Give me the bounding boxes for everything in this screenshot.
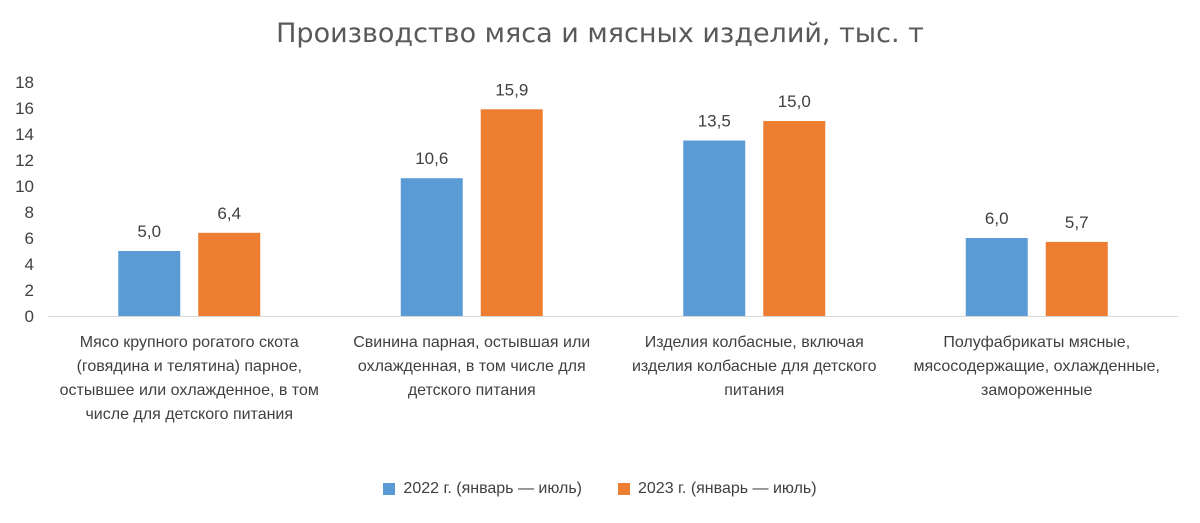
legend-swatch bbox=[618, 483, 630, 495]
category-label: Мясо крупного рогатого скота (говядина и… bbox=[59, 334, 319, 423]
data-label: 13,5 bbox=[698, 112, 731, 131]
data-label: 6,4 bbox=[217, 204, 241, 223]
bar-s2-c2 bbox=[480, 109, 543, 316]
legend-label: 2022 г. (январь — июль) bbox=[403, 480, 582, 497]
legend-swatch bbox=[383, 483, 396, 495]
bar-s1-c2 bbox=[400, 178, 463, 316]
bar-s2-c1 bbox=[198, 232, 261, 316]
legend-item: 2023 г. (январь — июль) bbox=[618, 480, 817, 498]
legend: 2022 г. (январь — июль) 2023 г. (январь —… bbox=[0, 480, 1200, 498]
plot-area: 0 2 4 6 8 10 12 14 16 18 5,0 6,4 10,6 15,9 13,5 15,0 6,0… bbox=[15, 73, 1178, 326]
y-tick-label: 0 bbox=[25, 307, 34, 326]
bar-s1-c3 bbox=[683, 140, 746, 316]
category-label: Полуфабрикаты мясные, мясосодержащие, ох… bbox=[913, 334, 1161, 399]
y-tick-label: 10 bbox=[15, 177, 34, 196]
data-label: 5,0 bbox=[137, 222, 161, 241]
y-tick-label: 18 bbox=[15, 73, 34, 92]
y-tick-label: 6 bbox=[25, 229, 34, 248]
bar-s1-c1 bbox=[118, 251, 181, 316]
bar-s2-c4 bbox=[1045, 241, 1108, 316]
y-tick-label: 4 bbox=[25, 255, 34, 274]
category-label: Изделия колбасные, включая изделия колба… bbox=[631, 334, 877, 399]
bar-s2-c3 bbox=[763, 121, 826, 316]
legend-item: 2022 г. (январь — июль) bbox=[383, 480, 582, 498]
data-label: 15,0 bbox=[778, 92, 811, 111]
chart-title: Производство мяса и мясных изделий, тыс.… bbox=[276, 18, 924, 49]
y-tick-label: 2 bbox=[25, 281, 34, 300]
data-label: 10,6 bbox=[415, 149, 448, 168]
y-tick-label: 16 bbox=[15, 99, 34, 118]
category-label: Свинина парная, остывшая или охлажденная… bbox=[353, 334, 591, 399]
bar-s1-c4 bbox=[965, 238, 1028, 316]
data-label: 15,9 bbox=[495, 80, 528, 99]
data-label: 6,0 bbox=[985, 209, 1009, 228]
y-tick-label: 12 bbox=[15, 151, 34, 170]
legend-label: 2023 г. (январь — июль) bbox=[638, 480, 817, 497]
data-label: 5,7 bbox=[1065, 213, 1089, 232]
y-tick-label: 14 bbox=[15, 125, 34, 144]
y-tick-label: 8 bbox=[25, 203, 34, 222]
